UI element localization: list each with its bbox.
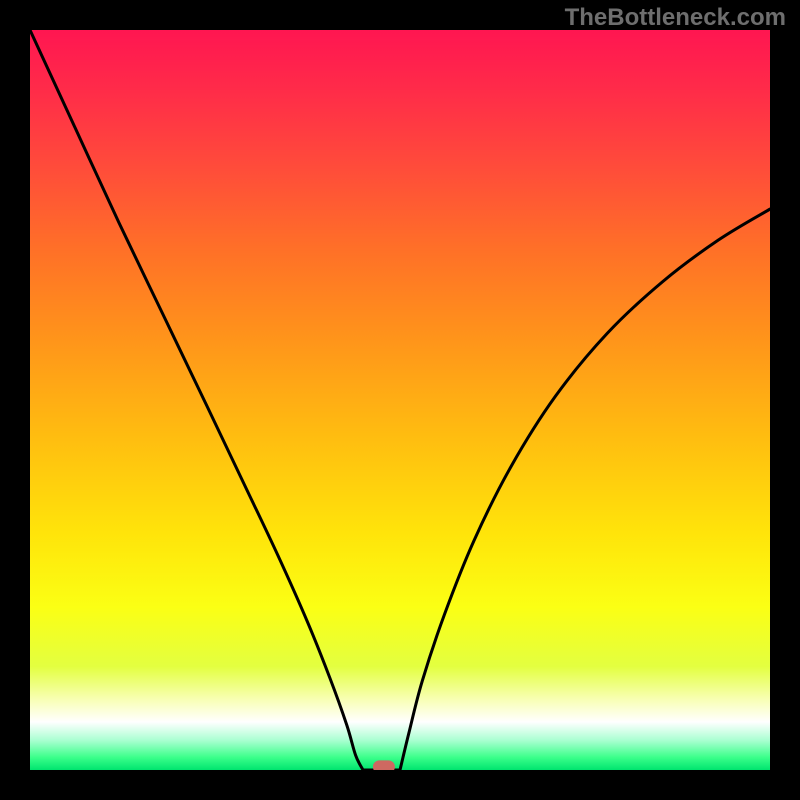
bottleneck-curve bbox=[30, 30, 770, 770]
watermark-text: TheBottleneck.com bbox=[565, 4, 786, 32]
optimum-marker bbox=[373, 760, 395, 770]
plot-area bbox=[30, 30, 770, 770]
